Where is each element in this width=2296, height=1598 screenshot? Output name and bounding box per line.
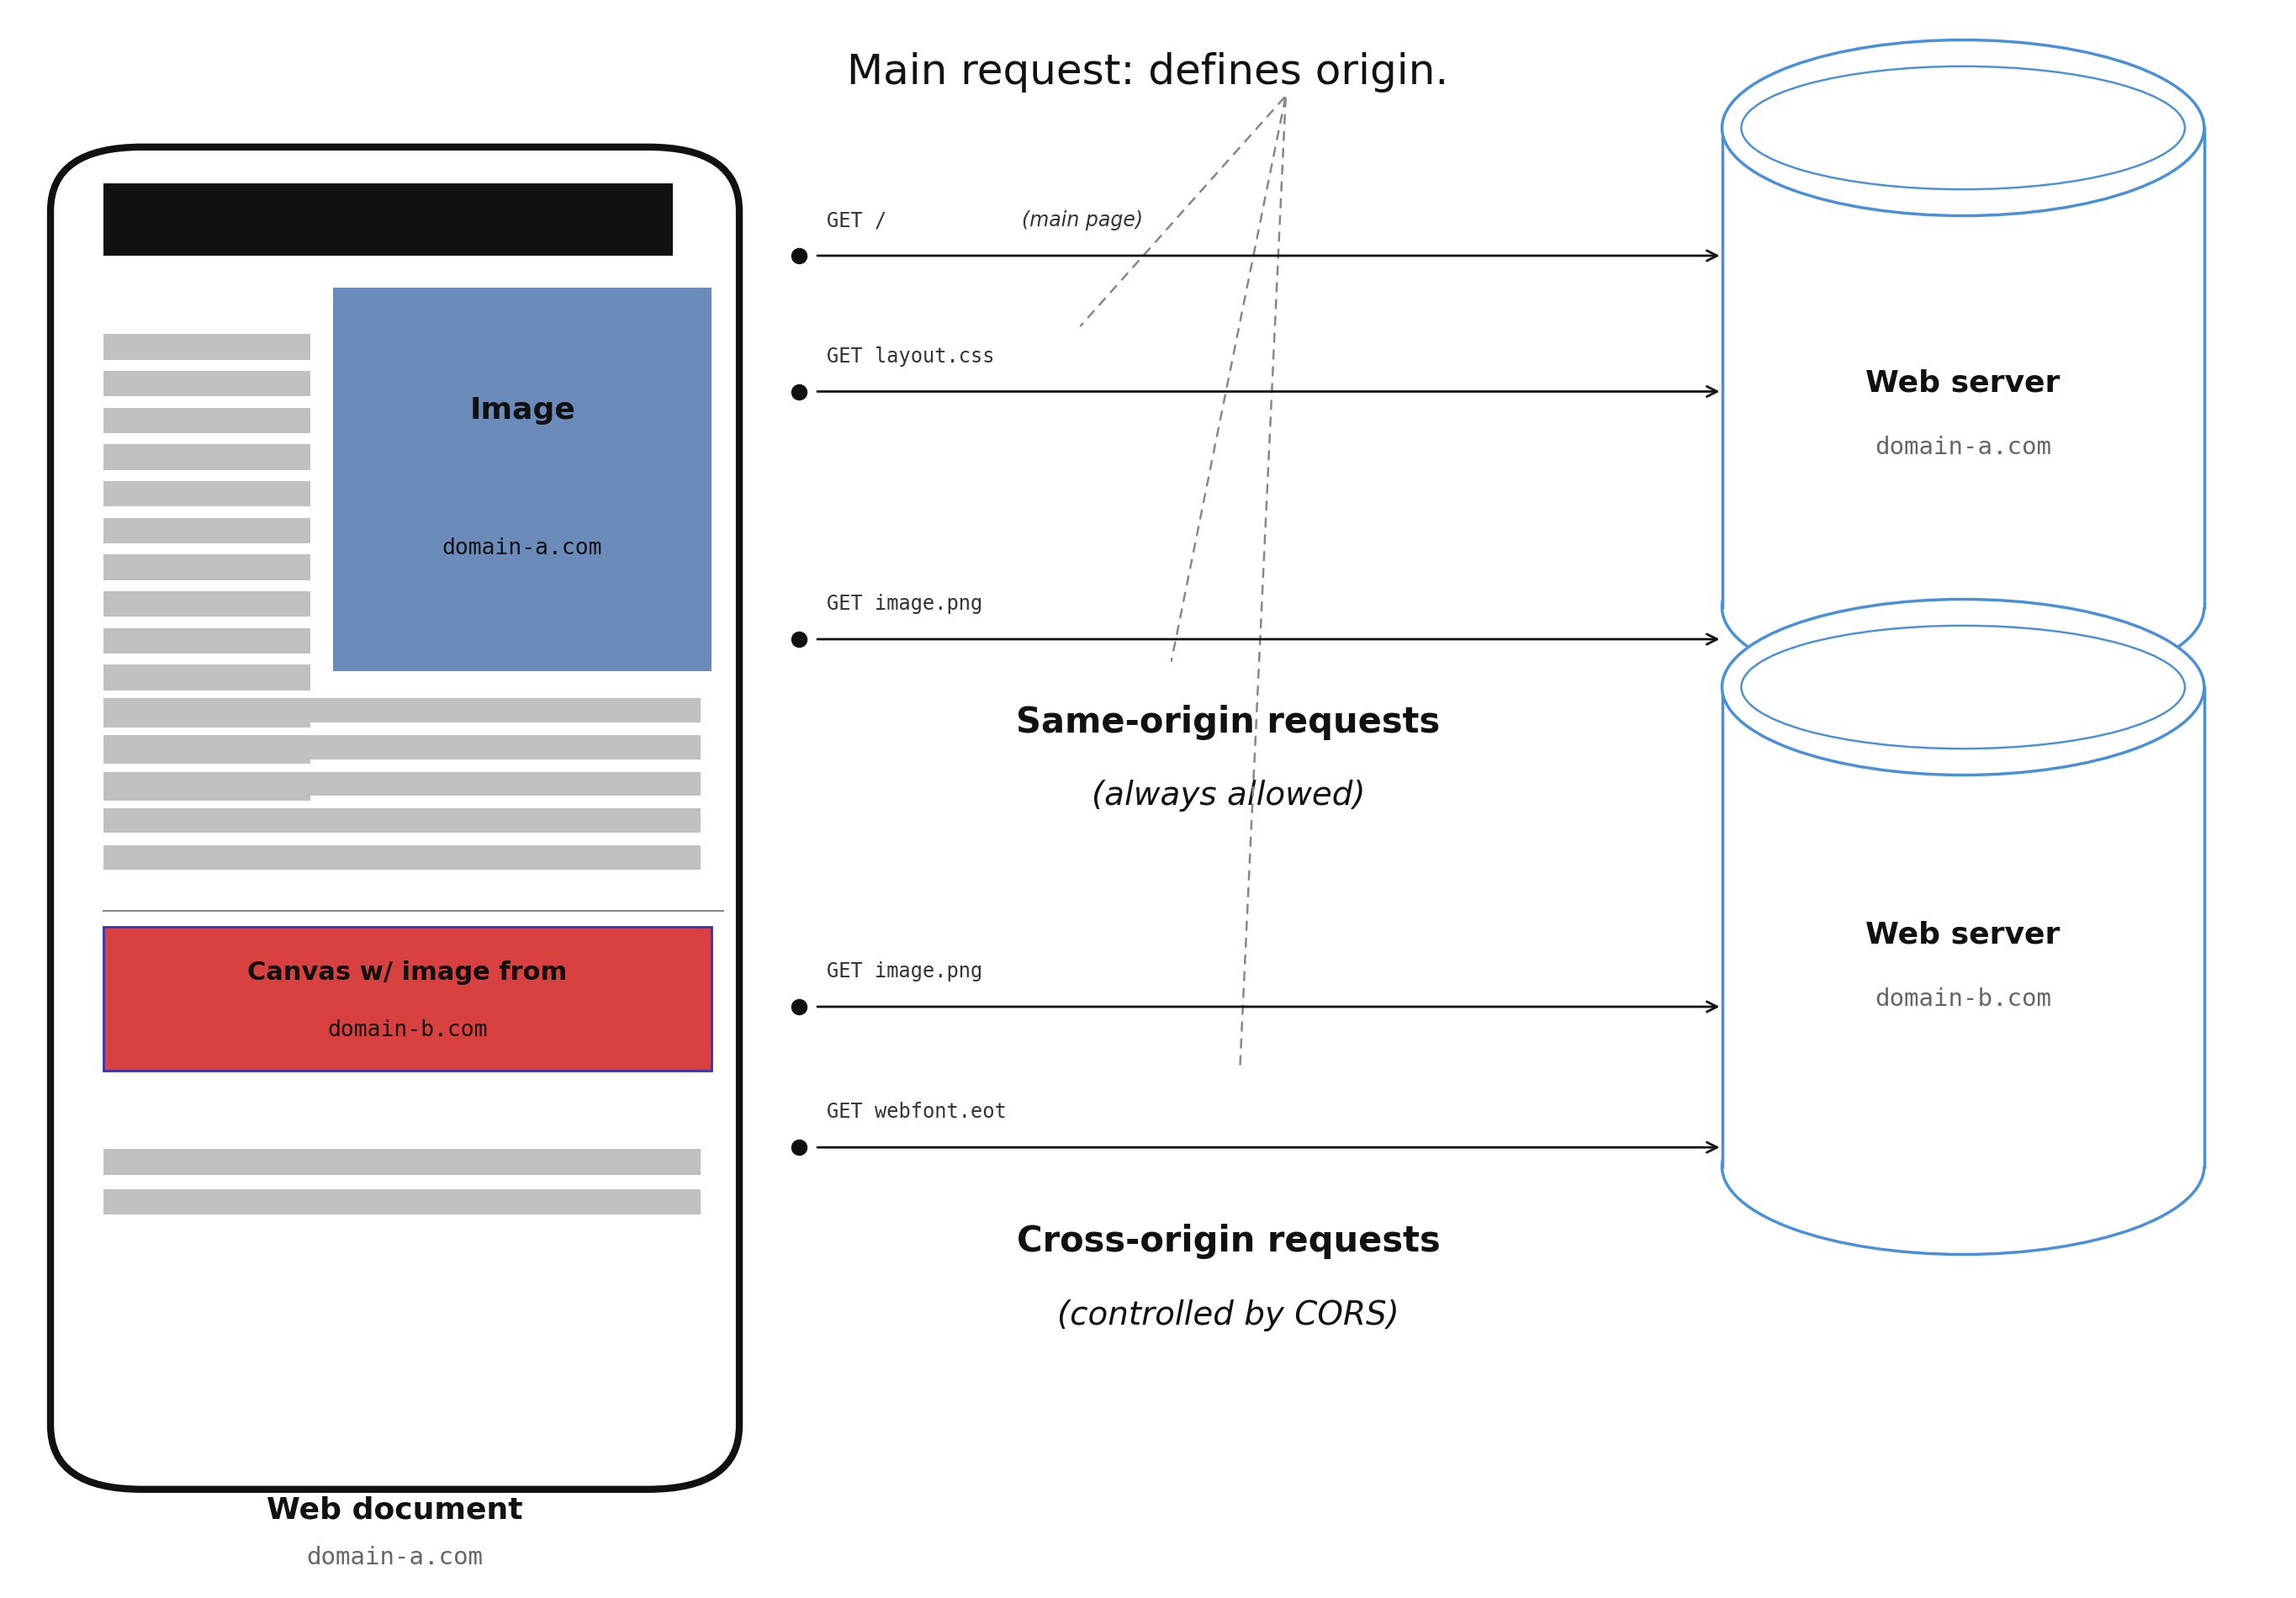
Text: Cross-origin requests: Cross-origin requests xyxy=(1017,1224,1440,1259)
Text: Same-origin requests: Same-origin requests xyxy=(1017,705,1440,740)
Bar xyxy=(103,702,310,727)
Bar xyxy=(103,772,700,796)
Bar xyxy=(103,628,310,654)
Bar xyxy=(103,334,310,360)
Bar xyxy=(103,591,310,617)
Text: (controlled by CORS): (controlled by CORS) xyxy=(1058,1299,1398,1331)
Bar xyxy=(103,845,700,869)
Bar xyxy=(103,665,310,690)
Text: Image: Image xyxy=(468,396,576,425)
Text: Canvas w/ image from: Canvas w/ image from xyxy=(248,960,567,984)
Bar xyxy=(103,1189,700,1214)
Text: GET webfont.eot: GET webfont.eot xyxy=(827,1103,1006,1122)
Text: domain-a.com: domain-a.com xyxy=(308,1547,482,1569)
Bar xyxy=(103,775,310,801)
FancyBboxPatch shape xyxy=(51,147,739,1489)
Ellipse shape xyxy=(1740,66,2186,190)
Text: domain-b.com: domain-b.com xyxy=(328,1020,487,1042)
Text: Main request: defines origin.: Main request: defines origin. xyxy=(847,51,1449,93)
Ellipse shape xyxy=(1722,40,2204,216)
Bar xyxy=(103,809,700,833)
Text: domain-b.com: domain-b.com xyxy=(1876,988,2050,1010)
Text: domain-a.com: domain-a.com xyxy=(443,537,602,559)
Bar xyxy=(333,288,712,671)
Text: GET image.png: GET image.png xyxy=(827,594,983,614)
Text: GET image.png: GET image.png xyxy=(827,962,983,981)
Bar xyxy=(103,444,310,470)
Bar xyxy=(103,698,700,722)
Text: GET /: GET / xyxy=(827,211,912,230)
Bar xyxy=(103,371,310,396)
Bar xyxy=(103,738,310,764)
Text: Web server: Web server xyxy=(1867,920,2060,949)
Ellipse shape xyxy=(1722,1079,2204,1254)
Text: domain-a.com: domain-a.com xyxy=(1876,436,2050,459)
Bar xyxy=(103,481,310,507)
Text: GET layout.css: GET layout.css xyxy=(827,347,994,366)
Bar xyxy=(1722,687,2204,1167)
Text: (always allowed): (always allowed) xyxy=(1091,780,1366,812)
Text: Web document: Web document xyxy=(266,1496,523,1524)
Bar xyxy=(1722,128,2204,607)
Text: (main page): (main page) xyxy=(1022,211,1143,230)
Ellipse shape xyxy=(1740,625,2186,748)
Bar xyxy=(103,518,310,543)
Bar xyxy=(103,184,673,256)
Text: Web server: Web server xyxy=(1867,369,2060,398)
Bar xyxy=(103,555,310,580)
Bar xyxy=(103,735,700,759)
Bar xyxy=(103,927,712,1071)
Ellipse shape xyxy=(1722,519,2204,695)
Ellipse shape xyxy=(1722,599,2204,775)
Bar xyxy=(103,1149,700,1175)
Bar xyxy=(103,407,310,433)
